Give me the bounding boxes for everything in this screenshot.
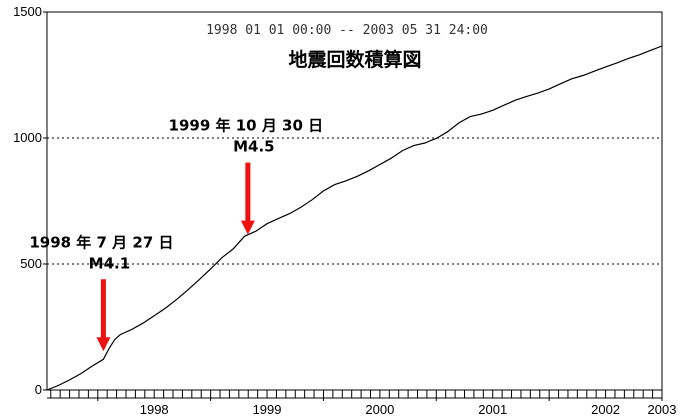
annotation-date: 1998 年 7 月 27 日 xyxy=(29,233,173,251)
x-tick-label: 2003 xyxy=(648,402,677,417)
chart-title: 地震回数積算図 xyxy=(288,48,421,71)
x-tick-label: 2000 xyxy=(365,402,394,417)
annotations: 1998 年 7 月 27 日 M4.1 1999 年 10 月 30 日 M4.5 xyxy=(29,117,323,352)
series-layer xyxy=(46,45,663,391)
chart-subtitle: 1998 01 01 00:00 -- 2003 05 31 24:00 xyxy=(206,23,488,38)
annotation-magnitude: M4.5 xyxy=(233,138,275,156)
x-tick-label: 1999 xyxy=(253,402,282,417)
y-tick-label: 0 xyxy=(35,382,42,397)
x-tick-label: 2001 xyxy=(478,402,507,417)
annotation-magnitude: M4.1 xyxy=(89,254,131,272)
y-tick-label: 1000 xyxy=(13,130,42,145)
y-tick-label: 1500 xyxy=(13,4,42,19)
x-tick-label: 2002 xyxy=(591,402,620,417)
series-line xyxy=(46,45,663,391)
annotation-date: 1999 年 10 月 30 日 xyxy=(169,117,324,135)
axes: 0 500 1000 1500 1998 1999 2000 2001 2002 2003 xyxy=(13,4,676,417)
y-tick-label: 500 xyxy=(20,256,42,271)
annotation-arrow-head xyxy=(240,220,255,235)
x-tick-label: 1998 xyxy=(140,402,169,417)
annotation-arrow-head xyxy=(96,337,111,352)
plot-frame xyxy=(46,11,663,391)
